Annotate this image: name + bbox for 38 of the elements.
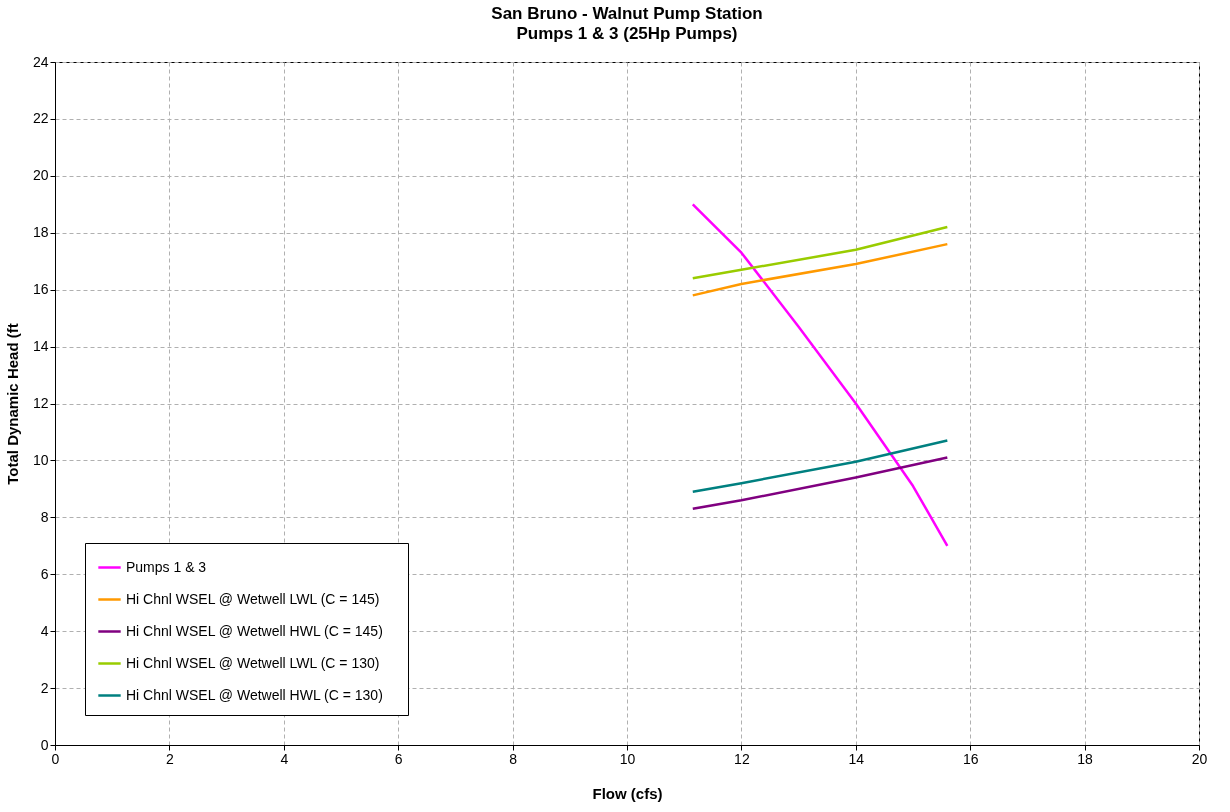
chart-title: San Bruno - Walnut Pump Station	[491, 4, 763, 23]
y-tick-label: 20	[32, 167, 49, 184]
x-tick-label: 12	[734, 750, 750, 767]
x-tick-label: 4	[280, 750, 289, 767]
line-series	[691, 203, 949, 548]
y-tick-label: 18	[32, 224, 49, 241]
y-tick-label: 6	[40, 565, 49, 582]
legend-label: Hi Chnl WSEL @ Wetwell HWL (C = 145)	[126, 622, 383, 639]
line-series	[691, 242, 949, 297]
line-series	[691, 456, 949, 511]
y-tick-label: 8	[40, 508, 49, 525]
x-tick-label: 2	[166, 750, 174, 767]
y-axis-title: Total Dynamic Head (ft	[3, 323, 21, 485]
line-series	[691, 439, 949, 493]
x-tick-label: 16	[962, 750, 979, 767]
x-tick-label: 14	[848, 750, 865, 767]
legend-label: Hi Chnl WSEL @ Wetwell LWL (C = 145)	[126, 590, 380, 607]
x-tick-label: 20	[1191, 750, 1208, 767]
y-tick-label: 14	[32, 338, 49, 355]
line-series	[691, 225, 949, 280]
y-tick-label: 4	[40, 622, 49, 639]
legend-label: Hi Chnl WSEL @ Wetwell HWL (C = 130)	[126, 686, 383, 703]
x-tick-label: 18	[1077, 750, 1094, 767]
x-tick-label: 6	[394, 750, 403, 767]
x-tick-label: 8	[509, 750, 518, 767]
x-axis-title: Flow (cfs)	[592, 784, 663, 802]
legend-label: Hi Chnl WSEL @ Wetwell LWL (C = 130)	[126, 654, 380, 671]
y-tick-label: 12	[32, 395, 49, 411]
y-tick-label: 10	[32, 451, 49, 468]
y-tick-label: 22	[32, 110, 49, 127]
chart-subtitle: Pumps 1 & 3 (25Hp Pumps)	[516, 24, 738, 43]
legend-label: Pumps 1 & 3	[126, 558, 207, 575]
y-tick-label: 16	[32, 281, 49, 298]
x-tick-label: 0	[51, 750, 60, 767]
y-tick-label: 2	[40, 679, 49, 696]
x-tick-label: 10	[619, 750, 636, 767]
y-tick-label: 0	[40, 736, 49, 753]
y-tick-label: 24	[32, 53, 49, 70]
